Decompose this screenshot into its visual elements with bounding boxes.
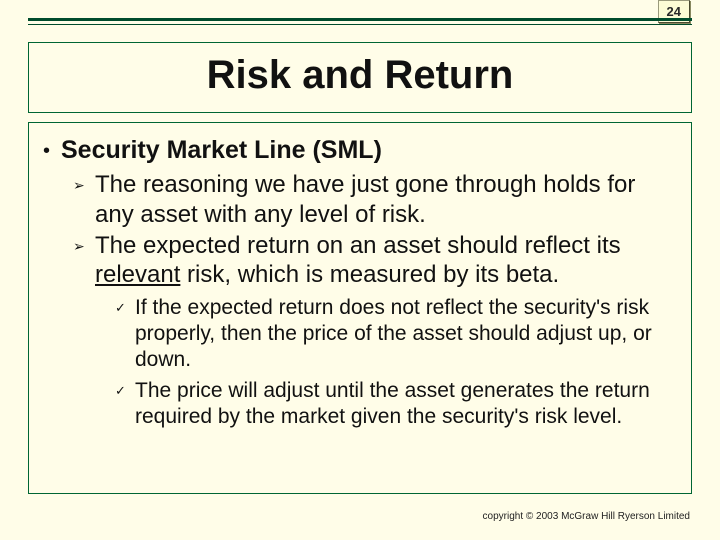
check1-text: If the expected return does not reflect … xyxy=(135,296,652,370)
check-icon: ✓ xyxy=(115,300,135,316)
rule-thick xyxy=(28,18,692,21)
sub2-part-b: risk, which is measured by its beta. xyxy=(180,261,559,288)
copyright-text: copyright © 2003 McGraw Hill Ryerson Lim… xyxy=(483,511,690,522)
bullet-level3: ✓If the expected return does not reflect… xyxy=(115,295,677,372)
sub2-underlined: relevant xyxy=(95,261,180,288)
bullet-level3: ✓The price will adjust until the asset g… xyxy=(115,378,677,429)
header-rules xyxy=(28,18,692,25)
sub2-part-a: The expected return on an asset should r… xyxy=(95,232,621,259)
bullet-level2: ➢The reasoning we have just gone through… xyxy=(73,170,677,229)
chevron-icon: ➢ xyxy=(73,177,95,194)
sub1-text: The reasoning we have just gone through … xyxy=(95,171,635,227)
body-box: •Security Market Line (SML) ➢The reasoni… xyxy=(28,122,692,494)
check2-text: The price will adjust until the asset ge… xyxy=(135,379,650,428)
slide-title: Risk and Return xyxy=(29,53,691,98)
bullet-level1: •Security Market Line (SML) xyxy=(43,135,677,166)
title-box: Risk and Return xyxy=(28,42,692,113)
bullet-level2: ➢The expected return on an asset should … xyxy=(73,231,677,290)
page-number: 24 xyxy=(667,4,681,19)
check-icon: ✓ xyxy=(115,383,135,399)
rule-thin xyxy=(28,24,692,25)
bullet-dot-icon: • xyxy=(43,139,61,164)
chevron-icon: ➢ xyxy=(73,238,95,255)
heading-text: Security Market Line (SML) xyxy=(61,136,382,164)
